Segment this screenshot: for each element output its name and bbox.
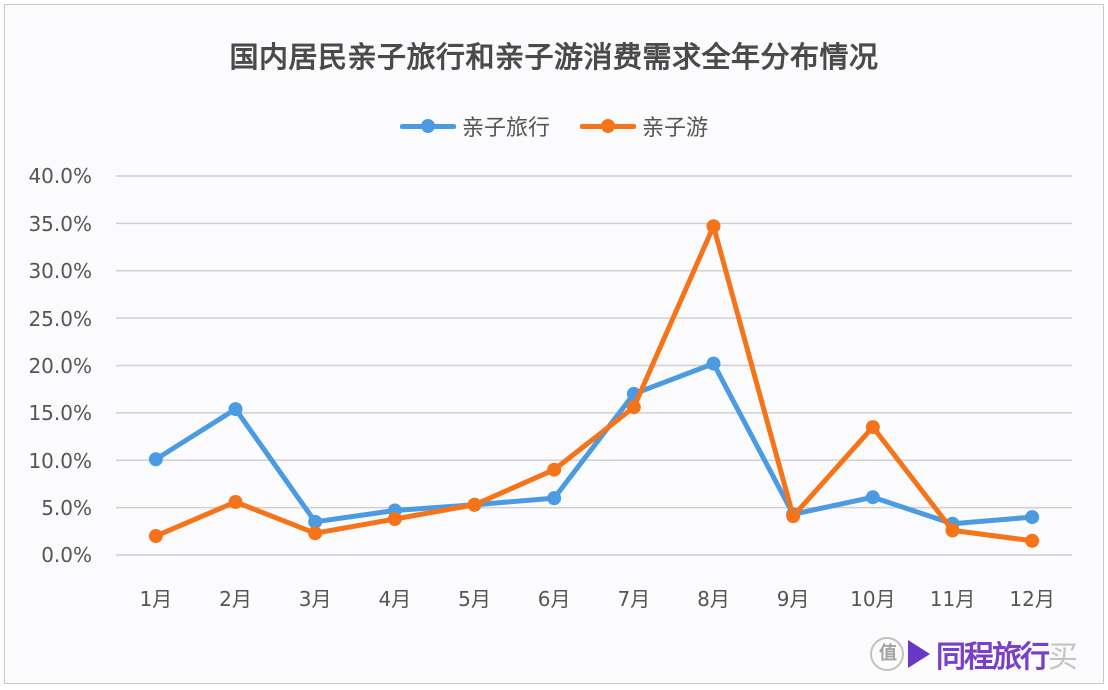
x-tick-label: 7月 — [617, 587, 651, 611]
data-point-marker — [706, 356, 721, 371]
x-tick-label: 1月 — [139, 587, 173, 611]
data-point-marker — [308, 514, 323, 529]
x-tick-label: 4月 — [378, 587, 412, 611]
x-tick-label: 3月 — [298, 587, 332, 611]
series-line — [154, 361, 1033, 527]
y-tick-label: 40.0% — [28, 164, 92, 188]
data-point-marker — [148, 529, 163, 544]
data-point-marker — [945, 523, 960, 538]
series-line — [154, 223, 1033, 544]
x-tick-label: 10月 — [850, 587, 896, 611]
watermark: 值同程旅行买 — [870, 632, 1100, 675]
data-point-marker — [148, 452, 163, 467]
y-tick-label: 20.0% — [28, 354, 92, 378]
data-point-marker — [547, 491, 562, 506]
y-tick-label: 35.0% — [28, 212, 92, 236]
y-tick-label: 25.0% — [28, 307, 92, 331]
watermark-logo-icon: 值 — [870, 637, 904, 671]
y-tick-label: 15.0% — [28, 401, 92, 425]
x-tick-label: 11月 — [929, 587, 976, 611]
legend-line-marker-icon — [399, 116, 456, 136]
legend-line-marker-icon — [580, 116, 636, 136]
data-point-marker — [626, 400, 641, 415]
x-tick-label: 2月 — [219, 587, 252, 611]
data-point-marker — [228, 494, 243, 509]
chart-frame — [4, 4, 1104, 684]
x-tick-label: 9月 — [776, 587, 810, 611]
y-tick-label: 0.0% — [41, 543, 92, 567]
data-point-marker — [865, 490, 880, 505]
watermark-text: 同程旅行 — [936, 640, 1050, 675]
data-point-marker — [865, 420, 880, 435]
x-tick-label: 6月 — [537, 587, 571, 611]
x-tick-label: 5月 — [458, 587, 491, 611]
x-tick-label: 8月 — [697, 587, 730, 611]
data-point-marker — [387, 511, 402, 526]
chart-legend: 亲子旅行 亲子游 — [0, 110, 1108, 142]
legend-item-parent-child-travel: 亲子旅行 — [399, 110, 550, 142]
data-point-marker — [786, 509, 801, 524]
series-parent-child-tour — [148, 219, 1040, 548]
data-point-marker — [308, 526, 323, 541]
legend-item-parent-child-tour: 亲子游 — [580, 110, 708, 142]
watermark-suffix: 买 — [1048, 640, 1078, 675]
flag-icon — [908, 640, 930, 668]
data-point-marker — [1025, 510, 1040, 525]
data-point-marker — [547, 462, 562, 477]
series-parent-child-travel — [148, 356, 1040, 531]
y-tick-label: 5.0% — [41, 496, 92, 520]
y-tick-label: 10.0% — [28, 449, 92, 473]
data-point-marker — [228, 402, 243, 417]
y-tick-label: 30.0% — [28, 259, 92, 283]
legend-label: 亲子游 — [642, 116, 709, 141]
data-point-marker — [467, 497, 482, 512]
data-point-marker — [706, 219, 721, 234]
data-point-marker — [1025, 533, 1040, 548]
x-tick-label: 12月 — [1009, 587, 1055, 611]
legend-label: 亲子旅行 — [461, 116, 550, 141]
chart-title: 国内居民亲子旅行和亲子游消费需求全年分布情况 — [229, 40, 879, 74]
